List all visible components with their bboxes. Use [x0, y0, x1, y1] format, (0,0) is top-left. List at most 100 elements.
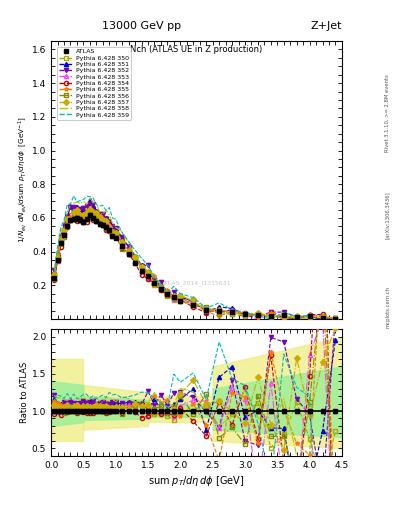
Line: Pythia 6.428 356: Pythia 6.428 356 — [52, 211, 338, 322]
Pythia 6.428 351 — [126, 243, 131, 249]
Pythia 6.428 359 — [307, 312, 312, 318]
Pythia 6.428 353 — [104, 226, 108, 232]
Pythia 6.428 351 — [159, 285, 163, 291]
Pythia 6.428 353 — [191, 300, 196, 306]
Pythia 6.428 356 — [75, 216, 79, 222]
Pythia 6.428 359 — [230, 307, 234, 313]
Pythia 6.428 350 — [281, 313, 286, 319]
Pythia 6.428 359 — [107, 204, 112, 210]
Pythia 6.428 351 — [62, 225, 66, 231]
Pythia 6.428 357 — [152, 281, 157, 287]
Pythia 6.428 350 — [101, 215, 105, 221]
Line: Pythia 6.428 350: Pythia 6.428 350 — [52, 203, 338, 321]
Pythia 6.428 356 — [191, 303, 196, 309]
Pythia 6.428 351 — [59, 233, 63, 239]
Pythia 6.428 351 — [68, 202, 73, 208]
Pythia 6.428 354 — [146, 275, 151, 282]
Legend: ATLAS, Pythia 6.428 350, Pythia 6.428 351, Pythia 6.428 352, Pythia 6.428 353, P: ATLAS, Pythia 6.428 350, Pythia 6.428 35… — [57, 47, 131, 120]
Pythia 6.428 359 — [101, 202, 105, 208]
Pythia 6.428 359 — [217, 300, 222, 306]
Pythia 6.428 357 — [113, 230, 118, 237]
Pythia 6.428 353 — [52, 274, 57, 281]
Pythia 6.428 350 — [178, 297, 183, 304]
Pythia 6.428 350 — [268, 314, 273, 321]
Pythia 6.428 354 — [81, 219, 86, 225]
Pythia 6.428 350 — [88, 202, 92, 208]
Pythia 6.428 356 — [165, 291, 170, 297]
Pythia 6.428 358 — [307, 315, 312, 322]
Pythia 6.428 356 — [320, 313, 325, 319]
Pythia 6.428 352 — [152, 277, 157, 283]
Pythia 6.428 352 — [146, 262, 151, 268]
Pythia 6.428 354 — [107, 228, 112, 234]
Pythia 6.428 350 — [68, 212, 73, 218]
Pythia 6.428 359 — [242, 309, 247, 315]
Pythia 6.428 352 — [242, 313, 247, 319]
Pythia 6.428 358 — [88, 195, 92, 201]
Pythia 6.428 350 — [62, 229, 66, 235]
Pythia 6.428 354 — [91, 217, 95, 223]
Pythia 6.428 358 — [152, 271, 157, 277]
Pythia 6.428 351 — [294, 316, 299, 323]
Pythia 6.428 356 — [133, 255, 138, 261]
Pythia 6.428 353 — [165, 291, 170, 297]
Pythia 6.428 355 — [178, 299, 183, 305]
Pythia 6.428 359 — [152, 274, 157, 280]
Pythia 6.428 356 — [78, 213, 83, 219]
Pythia 6.428 356 — [126, 249, 131, 255]
Pythia 6.428 350 — [152, 282, 157, 288]
Text: ATLAS_2014_I1315631: ATLAS_2014_I1315631 — [161, 280, 232, 286]
Pythia 6.428 351 — [104, 215, 108, 221]
Pythia 6.428 352 — [230, 307, 234, 313]
Pythia 6.428 357 — [91, 209, 95, 216]
Pythia 6.428 353 — [68, 215, 73, 221]
Pythia 6.428 358 — [126, 240, 131, 246]
Pythia 6.428 357 — [242, 312, 247, 318]
Pythia 6.428 357 — [101, 217, 105, 223]
Pythia 6.428 354 — [320, 311, 325, 317]
Pythia 6.428 356 — [333, 316, 338, 323]
Pythia 6.428 357 — [59, 237, 63, 243]
Pythia 6.428 355 — [72, 211, 76, 218]
Pythia 6.428 354 — [139, 272, 144, 278]
Pythia 6.428 352 — [120, 234, 125, 241]
Line: Pythia 6.428 358: Pythia 6.428 358 — [54, 198, 336, 322]
Pythia 6.428 352 — [65, 213, 70, 219]
Pythia 6.428 359 — [78, 198, 83, 204]
Pythia 6.428 358 — [59, 226, 63, 232]
Pythia 6.428 358 — [52, 267, 57, 273]
Pythia 6.428 352 — [133, 255, 138, 261]
Pythia 6.428 352 — [94, 209, 99, 215]
Pythia 6.428 353 — [333, 317, 338, 323]
Pythia 6.428 359 — [146, 262, 151, 268]
Pythia 6.428 353 — [91, 212, 95, 219]
Pythia 6.428 357 — [139, 264, 144, 270]
Pythia 6.428 352 — [78, 206, 83, 212]
Line: Pythia 6.428 354: Pythia 6.428 354 — [52, 215, 338, 322]
Pythia 6.428 353 — [107, 222, 112, 228]
Pythia 6.428 359 — [84, 193, 89, 199]
Pythia 6.428 354 — [68, 216, 73, 222]
Pythia 6.428 354 — [94, 218, 99, 224]
Pythia 6.428 350 — [107, 222, 112, 228]
Pythia 6.428 355 — [75, 208, 79, 215]
Pythia 6.428 356 — [255, 311, 260, 317]
Pythia 6.428 357 — [320, 314, 325, 321]
Pythia 6.428 358 — [91, 200, 95, 206]
Pythia 6.428 352 — [255, 314, 260, 320]
Pythia 6.428 353 — [171, 295, 176, 302]
Pythia 6.428 358 — [159, 282, 163, 288]
Pythia 6.428 353 — [72, 211, 76, 218]
Pythia 6.428 358 — [62, 220, 66, 226]
Pythia 6.428 352 — [55, 252, 60, 259]
Pythia 6.428 356 — [68, 217, 73, 223]
Pythia 6.428 355 — [165, 287, 170, 293]
Pythia 6.428 356 — [72, 212, 76, 219]
Pythia 6.428 355 — [268, 310, 273, 316]
Pythia 6.428 350 — [110, 228, 115, 234]
Pythia 6.428 355 — [204, 308, 209, 314]
Pythia 6.428 352 — [320, 316, 325, 323]
Pythia 6.428 354 — [242, 309, 247, 315]
Pythia 6.428 351 — [281, 313, 286, 319]
Pythia 6.428 354 — [120, 245, 125, 251]
